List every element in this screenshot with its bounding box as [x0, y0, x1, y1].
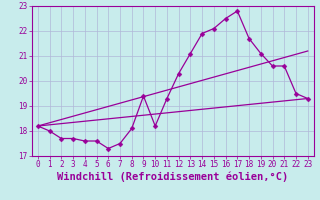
- X-axis label: Windchill (Refroidissement éolien,°C): Windchill (Refroidissement éolien,°C): [57, 172, 288, 182]
